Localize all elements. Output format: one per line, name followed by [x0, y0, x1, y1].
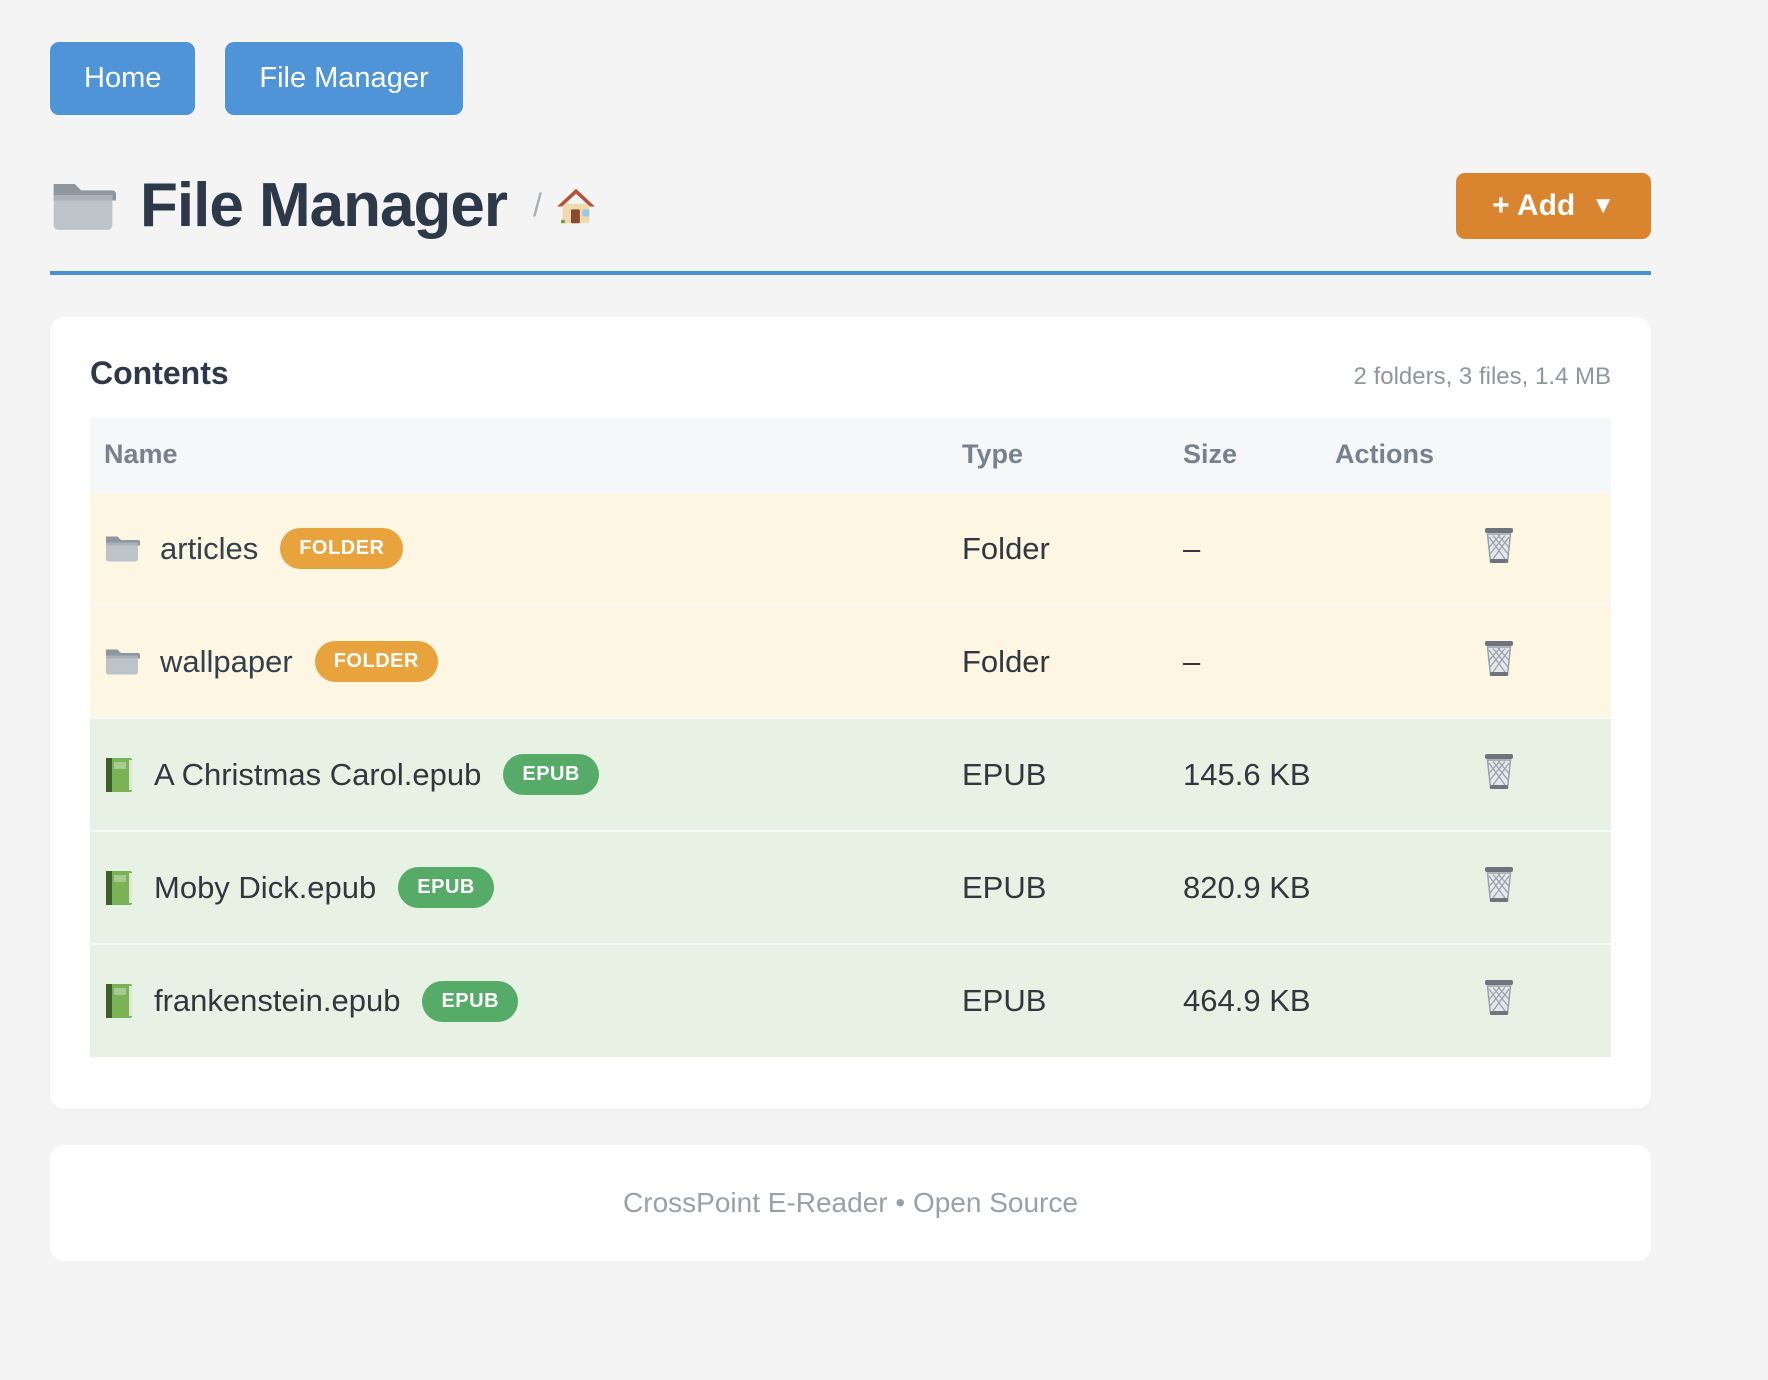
card-title: Contents — [90, 355, 229, 391]
column-header-name: Name — [104, 439, 178, 469]
table-row: A Christmas Carol.epub EPUB EPUB 145.6 K… — [90, 718, 1611, 831]
item-type: EPUB — [962, 983, 1047, 1018]
item-size: 464.9 KB — [1183, 983, 1311, 1018]
file-table: Name Type Size Actions articles FOLDER F — [90, 418, 1611, 1057]
home-icon[interactable] — [556, 187, 596, 225]
home-button[interactable]: Home — [50, 42, 196, 115]
trash-icon[interactable] — [1482, 978, 1516, 1016]
item-size: 145.6 KB — [1183, 756, 1311, 792]
epub-badge: EPUB — [422, 980, 519, 1022]
table-row: frankenstein.epub EPUB EPUB 464.9 KB — [90, 944, 1611, 1057]
table-header-row: Name Type Size Actions — [90, 418, 1611, 492]
footer: CrossPoint E-Reader • Open Source — [50, 1145, 1651, 1261]
book-icon — [104, 870, 134, 906]
top-nav: Home File Manager — [50, 42, 1651, 115]
item-name[interactable]: frankenstein.epub — [154, 983, 401, 1018]
trash-icon[interactable] — [1482, 526, 1516, 564]
contents-card: Contents 2 folders, 3 files, 1.4 MB Name… — [50, 317, 1651, 1109]
contents-summary: 2 folders, 3 files, 1.4 MB — [1353, 363, 1611, 390]
item-name[interactable]: wallpaper — [160, 643, 293, 679]
column-header-actions: Actions — [1335, 439, 1435, 469]
add-button-label: + Add — [1492, 188, 1576, 222]
item-size: – — [1183, 643, 1201, 679]
item-type: EPUB — [962, 869, 1047, 905]
breadcrumb: / — [533, 187, 596, 225]
item-name[interactable]: Moby Dick.epub — [154, 869, 377, 905]
caret-down-icon: ▼ — [1591, 191, 1615, 219]
page: Home File Manager File Manager / — [50, 0, 1651, 1261]
page-title: File Manager — [140, 171, 508, 240]
table-row: Moby Dick.epub EPUB EPUB 820.9 KB — [90, 831, 1611, 944]
footer-text: CrossPoint E-Reader • Open Source — [623, 1187, 1078, 1218]
folder-icon — [50, 178, 116, 234]
epub-badge: EPUB — [398, 867, 494, 908]
epub-badge: EPUB — [503, 754, 599, 795]
trash-icon[interactable] — [1482, 639, 1516, 677]
table-row: articles FOLDER Folder – — [90, 492, 1611, 605]
item-type: Folder — [962, 643, 1050, 679]
folder-icon — [104, 646, 140, 677]
folder-badge: FOLDER — [280, 528, 404, 569]
book-icon — [104, 757, 134, 793]
title-divider — [50, 271, 1651, 275]
add-button[interactable]: + Add ▼ — [1456, 172, 1651, 239]
file-manager-button[interactable]: File Manager — [225, 42, 463, 115]
folder-icon — [104, 533, 140, 564]
book-icon — [104, 983, 134, 1019]
breadcrumb-separator: / — [533, 187, 542, 223]
trash-icon[interactable] — [1482, 752, 1516, 790]
folder-badge: FOLDER — [314, 641, 438, 682]
item-size: 820.9 KB — [1183, 869, 1311, 905]
column-header-size: Size — [1183, 439, 1238, 469]
item-name[interactable]: A Christmas Carol.epub — [154, 756, 482, 792]
column-header-type: Type — [962, 439, 1024, 469]
trash-icon[interactable] — [1482, 865, 1516, 903]
item-type: EPUB — [962, 756, 1047, 792]
item-size: – — [1183, 530, 1201, 566]
item-type: Folder — [962, 530, 1050, 566]
item-name[interactable]: articles — [160, 530, 259, 566]
page-header: File Manager / + Add ▼ — [50, 170, 1651, 241]
table-row: wallpaper FOLDER Folder – — [90, 605, 1611, 718]
